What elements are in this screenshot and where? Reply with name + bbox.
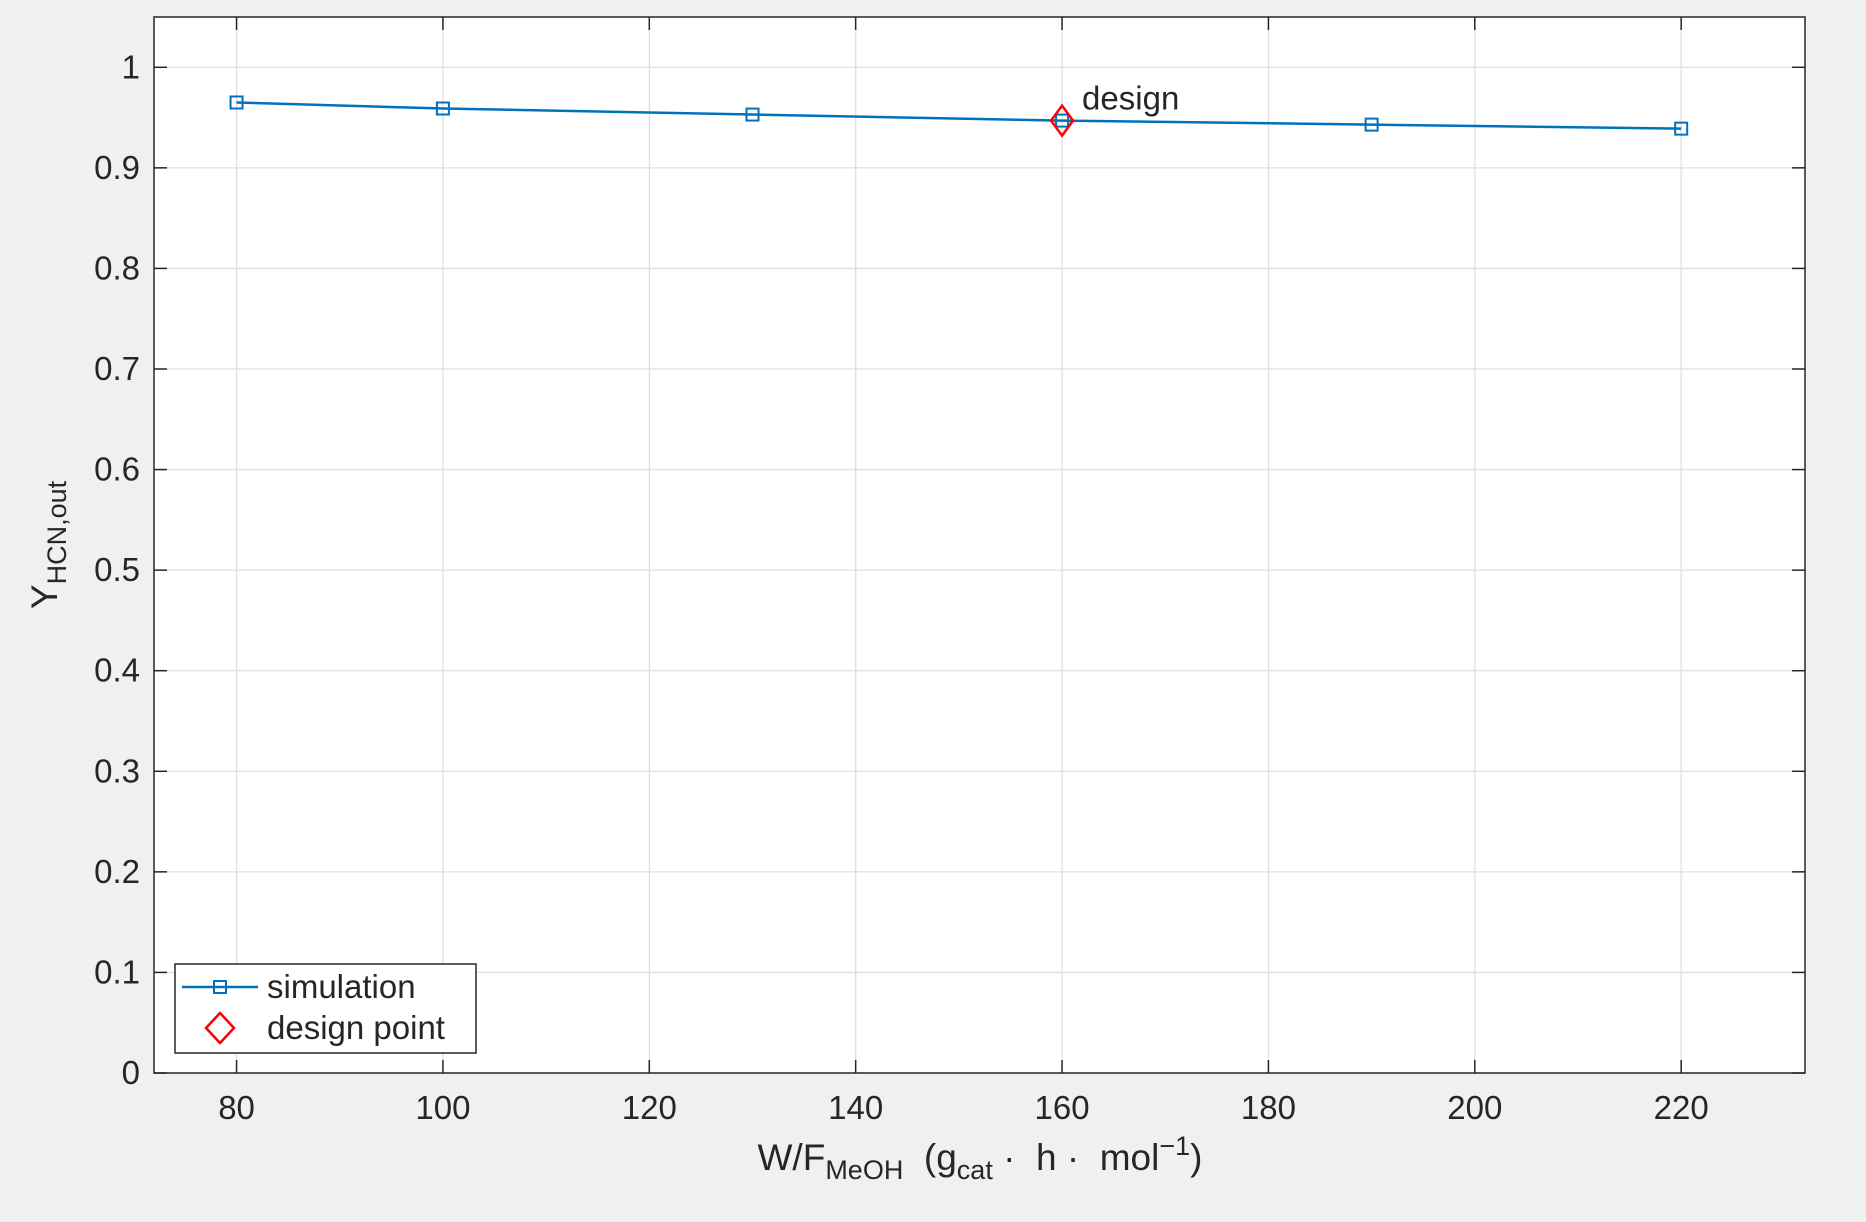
data-point-marker [229,95,244,110]
data-point-marker [745,107,760,122]
x-tick-label: 220 [1654,1089,1709,1126]
legend: simulation design point [174,963,477,1054]
points [1049,103,1075,138]
x-tick-label: 100 [415,1089,470,1126]
tick-labels: 80 100 120 140 160 180 200 220 0 0.1 0.2 0.3 0.4 0.5 0… [94,48,1709,1126]
legend-simulation-label: simulation [267,968,416,1005]
x-tick-label: 180 [1241,1089,1296,1126]
y-tick-label: 0.6 [94,451,140,488]
annotations: design [1082,80,1179,117]
series-line-simulation [236,101,1682,130]
series [229,95,1689,136]
data-point-marker [1674,121,1689,136]
grid [154,17,1805,1074]
y-axis-label: YHCN,out [24,480,72,609]
ticks [154,17,1805,1074]
data-point-marker [1055,113,1070,128]
axes-background [154,17,1805,1073]
x-tick-label: 160 [1035,1089,1090,1126]
y-tick-label: 1 [122,48,140,85]
x-tick-label: 140 [828,1089,883,1126]
y-tick-label: 0.4 [94,652,140,689]
legend-design-point-marker [204,1011,236,1045]
x-axis-label: W/FMeOH (gcat · h · mol−1) [758,1131,1203,1185]
y-tick-label: 0.2 [94,853,140,890]
y-tick-label: 0.7 [94,350,140,387]
y-tick-label: 0.1 [94,953,140,990]
y-tick-label: 0 [122,1054,140,1091]
x-tick-label: 80 [218,1089,255,1126]
y-tick-label: 0.8 [94,249,140,286]
y-tick-label: 0.9 [94,149,140,186]
annotation-design: design [1082,80,1179,117]
y-tick-label: 0.3 [94,752,140,789]
legend-design-point-label: design point [267,1009,445,1046]
axes-box [153,16,1806,1074]
data-point-marker [435,101,450,116]
y-tick-label: 0.5 [94,551,140,588]
x-tick-label: 200 [1447,1089,1502,1126]
design-point-marker [1049,103,1075,138]
x-tick-label: 120 [622,1089,677,1126]
legend-simulation-marker [213,980,227,994]
data-point-marker [1364,117,1379,132]
